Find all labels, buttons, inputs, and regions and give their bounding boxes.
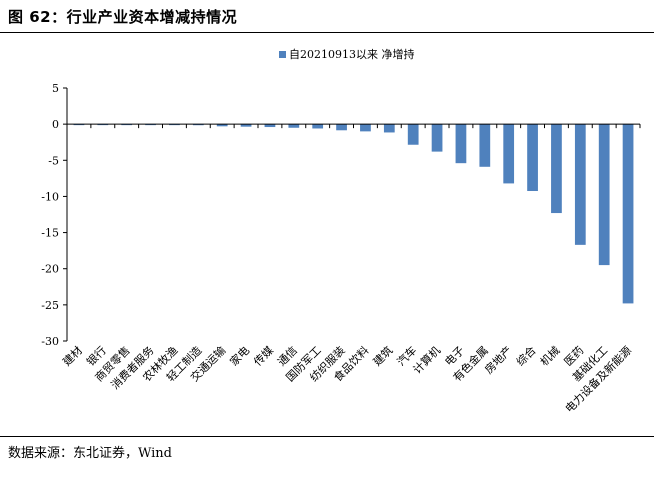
x-category-label: 计算机 — [410, 343, 443, 376]
bar — [622, 124, 634, 304]
bar — [264, 124, 276, 128]
bar — [527, 124, 538, 192]
bar — [312, 124, 324, 129]
x-category-label: 家电 — [227, 343, 252, 368]
bar — [431, 124, 443, 152]
legend-swatch — [279, 51, 286, 58]
y-tick-label: 0 — [52, 118, 59, 131]
bottom-rule — [0, 436, 654, 437]
y-axis: 5 0 -5 -10 -15 -20 -25 -30 — [41, 82, 68, 348]
bar-chart: 自20210913以来 净增持 50-5-10-15-20-25-30 建材 银行… — [41, 47, 641, 415]
bar — [383, 124, 395, 133]
bar — [336, 124, 347, 131]
bar — [216, 124, 228, 127]
y-tick-label: -30 — [41, 335, 59, 348]
y-tick-label: -10 — [41, 190, 59, 203]
bar — [503, 124, 515, 184]
bar — [288, 124, 300, 128]
bar — [551, 124, 562, 214]
y-tick-label: -5 — [48, 154, 59, 167]
bar — [407, 124, 419, 145]
bar-series — [73, 124, 634, 304]
bar — [192, 124, 204, 126]
source-note: 数据来源：东北证券，Wind — [8, 446, 172, 461]
bar — [240, 124, 252, 127]
legend-label: 自20210913以来 净增持 — [289, 47, 415, 61]
x-category-label: 机械 — [537, 343, 562, 368]
chart-legend: 自20210913以来 净增持 — [279, 47, 415, 61]
x-category-label: 建筑 — [370, 343, 395, 368]
y-tick-label: -25 — [41, 299, 59, 312]
bar — [574, 124, 586, 245]
bar — [360, 124, 371, 132]
bar — [598, 124, 610, 266]
bar — [455, 124, 467, 164]
y-tick-label: -15 — [41, 227, 59, 240]
x-category-label: 综合 — [513, 343, 538, 368]
bar — [479, 124, 491, 167]
top-rule — [0, 32, 654, 33]
figure-title: 图 62：行业产业资本增减持情况 — [8, 8, 238, 26]
y-tick-label: 5 — [52, 82, 59, 95]
x-category-label: 传媒 — [251, 344, 276, 369]
y-tick-label: -20 — [41, 263, 59, 276]
x-category-label: 房地产 — [482, 343, 515, 376]
x-category-label: 建材 — [60, 343, 85, 368]
